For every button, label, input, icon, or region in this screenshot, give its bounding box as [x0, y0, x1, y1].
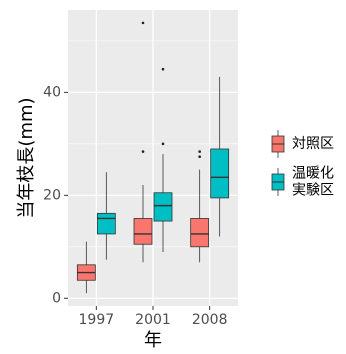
- box-group: [190, 150, 210, 263]
- box-outlier: [141, 150, 145, 153]
- y-tick-label: 20: [43, 187, 61, 203]
- box-outlier: [198, 155, 201, 159]
- x-tick-label: 1997: [79, 312, 115, 328]
- axes: 0 20 40 1997 2001 2008: [43, 84, 227, 328]
- box-outlier: [141, 21, 145, 25]
- box-marks: [76, 21, 230, 294]
- box-iqr: [190, 218, 210, 248]
- box-group: [133, 21, 153, 263]
- box-outlier: [161, 142, 165, 146]
- box-group: [210, 76, 230, 237]
- legend-label-line: 実験区: [292, 183, 334, 199]
- box-group: [153, 67, 173, 252]
- x-tick-label: 2008: [192, 312, 228, 328]
- x-axis-title: 年: [144, 330, 162, 351]
- box-group: [96, 172, 116, 260]
- y-tick-label: 40: [43, 84, 61, 100]
- legend-entry: 対照区: [271, 130, 334, 158]
- box-outlier: [198, 150, 201, 153]
- box-outlier: [161, 67, 165, 71]
- box-iqr: [133, 218, 153, 245]
- box-group: [76, 241, 96, 294]
- major-gridlines: [68, 10, 238, 306]
- box-iqr: [210, 148, 230, 199]
- legend-label-line: 対照区: [292, 136, 334, 152]
- legend-label: 温暖化実験区: [292, 166, 334, 199]
- y-tick-label: 0: [52, 290, 61, 306]
- box-iqr: [153, 192, 173, 222]
- legend-entry: 温暖化実験区: [271, 166, 334, 199]
- legend-label: 対照区: [292, 136, 334, 152]
- y-axis-title: 当年枝長(mm): [16, 97, 37, 218]
- x-tick-label: 2001: [135, 312, 171, 328]
- legend-label-line: 温暖化: [292, 166, 334, 182]
- box-iqr: [96, 212, 116, 235]
